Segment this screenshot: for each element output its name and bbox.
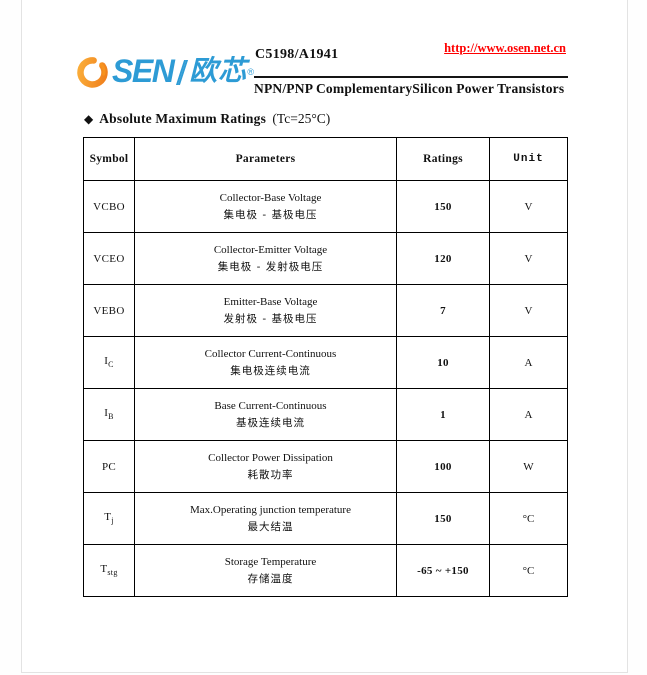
logo-chinese-text: 欧芯 [189,55,248,86]
logo-o-swirl-icon [77,56,108,88]
unit-cell: °C [489,492,568,545]
parameter-english: Base Current-Continuous [214,400,327,412]
unit-cell: °C [489,544,568,597]
symbol-cell: VEBO [83,284,135,337]
unit-cell: V [489,232,568,285]
osen-logo: SEN 欧芯 ® [74,50,254,92]
rating-cell: 150 [396,180,490,233]
symbol-cell: IC [83,336,135,389]
parameter-english: Max.Operating junction temperature [190,504,351,516]
parameter-chinese: 存储温度 [247,573,294,585]
col-header-unit: Unit [489,137,568,181]
part-number: C5198/A1941 [255,47,339,62]
parameter-english: Collector-Emitter Voltage [213,244,328,256]
section-condition: (Tc=25°C) [272,111,331,126]
parameter-chinese: 集电极连续电流 [230,365,311,377]
table-header-row: Symbol Parameters Ratings Unit [83,137,568,181]
rating-cell: 150 [396,492,490,545]
table-row: Tstg Storage Temperature 存储温度 -65 ~ +150 °C [83,544,568,597]
symbol-cell: Tj [83,492,135,545]
rating-cell: -65 ~ +150 [396,544,490,597]
logo-sen-text: SEN [112,53,175,89]
parameter-cell: Max.Operating junction temperature 最大结温 [134,492,397,545]
rating-cell: 7 [396,284,490,337]
parameter-english: Storage Temperature [224,556,317,568]
trademark-mark: ® [247,66,254,77]
parameter-cell: Collector-Emitter Voltage 集电极 - 发射极电压 [134,232,397,285]
parameter-english: Collector Current-Continuous [204,348,337,360]
diamond-bullet-icon: ◆ [84,112,94,126]
parameter-chinese: 集电极 - 基极电压 [223,209,318,221]
rating-cell: 10 [396,336,490,389]
parameter-english: Collector Power Dissipation [208,452,333,464]
col-header-ratings: Ratings [396,137,490,181]
rating-cell: 120 [396,232,490,285]
table-row: PC Collector Power Dissipation 耗散功率 100 W [83,440,568,493]
ratings-table: Symbol Parameters Ratings Unit VCBO Colle… [83,137,568,597]
symbol-cell: PC [83,440,135,493]
symbol-cell: IB [83,388,135,441]
rating-cell: 100 [396,440,490,493]
parameter-cell: Emitter-Base Voltage 发射极 - 基极电压 [134,284,397,337]
parameter-english: Emitter-Base Voltage [223,296,318,308]
parameter-chinese: 耗散功率 [247,469,294,481]
unit-cell: A [489,388,568,441]
unit-cell: V [489,284,568,337]
section-title: Absolute Maximum Ratings [99,111,267,126]
parameter-cell: Storage Temperature 存储温度 [134,544,397,597]
col-header-parameters: Parameters [134,137,397,181]
symbol-cell: Tstg [83,544,135,597]
unit-cell: V [489,180,568,233]
parameter-chinese: 最大结温 [247,521,294,533]
symbol-cell: VCBO [83,180,135,233]
table-row: IC Collector Current-Continuous 集电极连续电流 10 A [83,336,568,389]
table-row: IB Base Current-Continuous 基极连续电流 1 A [83,388,568,441]
unit-cell: A [489,336,568,389]
datasheet-page: http://www.osen.net.cn SEN 欧芯 ® C5198/A1… [21,0,628,673]
parameter-cell: Base Current-Continuous 基极连续电流 [134,388,397,441]
parameter-english: Collector-Base Voltage [219,192,322,204]
symbol-cell: VCEO [83,232,135,285]
parameter-cell: Collector Current-Continuous 集电极连续电流 [134,336,397,389]
website-link[interactable]: http://www.osen.net.cn [444,41,566,55]
header-rule [254,76,568,78]
col-header-symbol: Symbol [83,137,135,181]
parameter-cell: Collector-Base Voltage 集电极 - 基极电压 [134,180,397,233]
table-row: Tj Max.Operating junction temperature 最大结温… [83,492,568,545]
product-subtitle: NPN/PNP ComplementarySilicon Power Trans… [254,81,565,96]
parameter-cell: Collector Power Dissipation 耗散功率 [134,440,397,493]
parameter-chinese: 集电极 - 发射极电压 [217,261,324,273]
rating-cell: 1 [396,388,490,441]
table-row: VCEO Collector-Emitter Voltage 集电极 - 发射极电压… [83,232,568,285]
parameter-chinese: 基极连续电流 [236,417,305,429]
logo-divider [176,59,189,85]
table-row: VEBO Emitter-Base Voltage 发射极 - 基极电压 7 V [83,284,568,337]
table-row: VCBO Collector-Base Voltage 集电极 - 基极电压 150 V [83,180,568,233]
parameter-chinese: 发射极 - 基极电压 [223,313,318,325]
unit-cell: W [489,440,568,493]
section-heading: ◆ Absolute Maximum Ratings (Tc=25°C) [84,111,330,127]
